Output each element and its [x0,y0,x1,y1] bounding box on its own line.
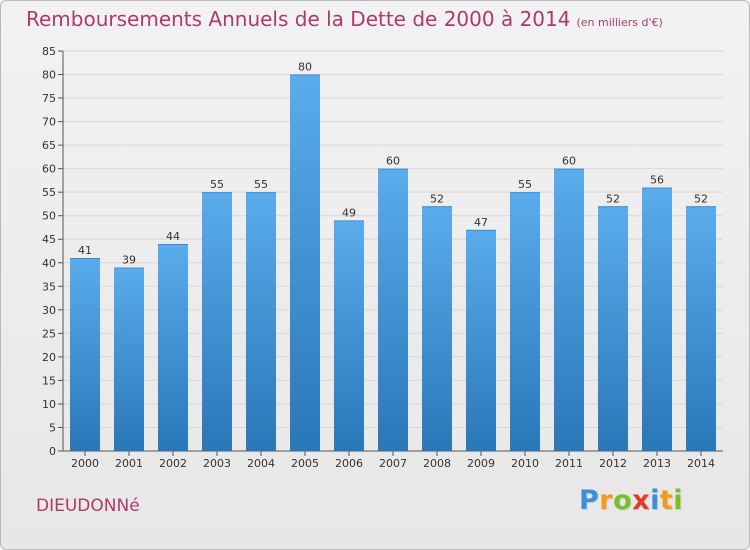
y-tick-label: 30 [42,304,56,317]
x-tick-label: 2009 [467,457,495,470]
y-tick-label: 25 [42,327,56,340]
y-tick-label: 15 [42,374,56,387]
logo-letter: i [650,485,660,516]
y-tick-label: 45 [42,233,56,246]
chart-subtitle: (en milliers d'€) [576,16,663,29]
bar [158,243,188,451]
bar [598,206,628,451]
data-label: 55 [518,178,532,191]
x-tick-label: 2005 [291,457,319,470]
logo-letter: x [632,485,651,516]
bar [510,192,540,452]
chart-title-block: Remboursements Annuels de la Dette de 20… [26,7,663,31]
bar [554,168,584,451]
x-tick-label: 2001 [115,457,143,470]
x-tick-label: 2007 [379,457,407,470]
y-tick-label: 80 [42,69,56,82]
data-label: 80 [298,61,312,74]
y-tick-label: 10 [42,398,56,411]
y-tick-label: 35 [42,280,56,293]
data-label: 60 [562,155,576,168]
bar [290,74,320,451]
data-label: 44 [166,230,180,243]
x-tick-label: 2003 [203,457,231,470]
data-label: 55 [254,178,268,191]
x-tick-label: 2008 [423,457,451,470]
x-tick-label: 2010 [511,457,539,470]
data-label: 49 [342,206,356,219]
x-tick-label: 2014 [687,457,715,470]
bar [70,258,100,451]
logo-letter: r [599,485,614,516]
data-label: 52 [430,192,444,205]
commune-name: DIEUDONNé [36,496,140,516]
y-tick-label: 0 [49,445,56,458]
y-tick-label: 50 [42,210,56,223]
x-tick-label: 2012 [599,457,627,470]
y-tick-label: 55 [42,186,56,199]
y-tick-label: 20 [42,351,56,364]
bar [202,192,232,452]
y-tick-label: 70 [42,116,56,129]
logo-letter: o [613,485,633,516]
data-label: 41 [78,244,92,257]
y-tick-label: 5 [49,421,56,434]
y-tick-label: 65 [42,139,56,152]
logo-letter: t [659,485,674,516]
proxiti-logo: Proxiti [579,485,683,516]
x-tick-label: 2000 [71,457,99,470]
bar [378,168,408,451]
x-tick-label: 2002 [159,457,187,470]
data-label: 39 [122,253,136,266]
chart-title: Remboursements Annuels de la Dette de 20… [26,7,571,31]
bar [686,206,716,451]
y-tick-label: 85 [42,45,56,58]
data-label: 55 [210,178,224,191]
x-tick-label: 2006 [335,457,363,470]
x-tick-label: 2013 [643,457,671,470]
logo-letter: P [579,485,600,516]
bar [466,229,496,451]
y-tick-label: 75 [42,92,56,105]
x-tick-label: 2004 [247,457,275,470]
bar [334,220,364,451]
y-tick-label: 60 [42,163,56,176]
data-label: 60 [386,155,400,168]
data-label: 52 [606,192,620,205]
bar [642,187,672,451]
data-label: 56 [650,173,664,186]
data-label: 47 [474,216,488,229]
y-tick-label: 40 [42,257,56,270]
data-label: 52 [694,192,708,205]
bar [114,267,144,451]
bar [422,206,452,451]
bar [246,192,276,452]
logo-letter: i [673,485,684,516]
x-tick-label: 2011 [555,457,583,470]
